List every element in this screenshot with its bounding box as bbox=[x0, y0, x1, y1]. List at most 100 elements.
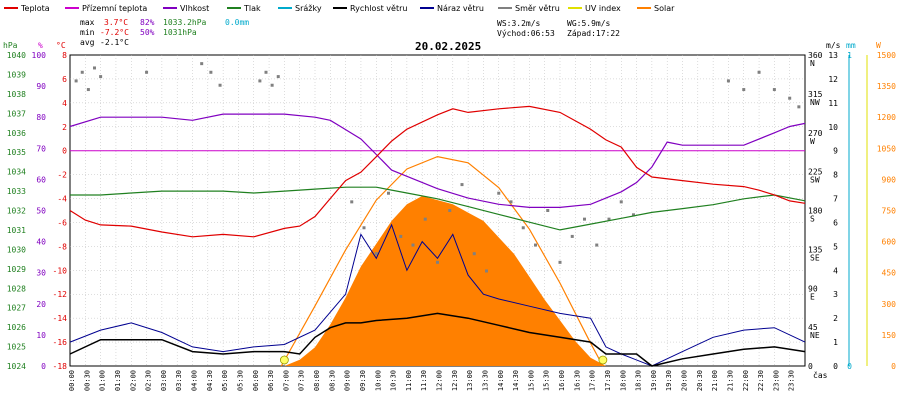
wind-direction-point bbox=[632, 213, 635, 217]
temp-tick-label: 6 bbox=[62, 75, 67, 84]
hpa-tick-label: 1038 bbox=[7, 90, 26, 99]
sunrise-stat: Východ:06:53 bbox=[497, 29, 555, 38]
x-tick-label: 18:00 bbox=[619, 370, 627, 391]
legend-label: Přízemní teplota bbox=[82, 4, 147, 13]
hum-tick-label: 50 bbox=[36, 207, 46, 216]
x-tick-label: 05:30 bbox=[236, 370, 244, 391]
x-tick-label: 07:00 bbox=[282, 370, 290, 391]
wind-direction-point bbox=[270, 83, 274, 87]
x-tick-label: 20:30 bbox=[696, 370, 704, 391]
wind-direction-point bbox=[399, 234, 403, 238]
x-tick-label: 15:00 bbox=[527, 370, 535, 391]
temp-tick-label: -14 bbox=[53, 314, 68, 323]
wind-direction-point bbox=[74, 79, 78, 83]
wind-direction-point bbox=[387, 191, 390, 195]
temp-tick-label: -18 bbox=[53, 362, 68, 371]
temp-tick-label: 2 bbox=[62, 123, 67, 132]
stats-min-press: 1031hPa bbox=[163, 28, 197, 37]
ms-tick-label: 12 bbox=[828, 75, 838, 84]
x-tick-label: 01:30 bbox=[114, 370, 122, 391]
temp-tick-label: -4 bbox=[57, 195, 67, 204]
wind-direction-point bbox=[742, 88, 746, 92]
wind-direction-point bbox=[497, 191, 501, 195]
wind-direction-point bbox=[485, 269, 488, 273]
stats-max-rain: 0.0mm bbox=[225, 18, 249, 27]
wind-direction-point bbox=[726, 79, 730, 83]
dir-tick-compass: SE bbox=[810, 253, 820, 262]
hpa-unit: hPa bbox=[3, 41, 18, 50]
wind-direction-point bbox=[276, 75, 280, 79]
hpa-tick-label: 1024 bbox=[7, 362, 26, 371]
hpa-tick-label: 1039 bbox=[7, 70, 26, 79]
hum-tick-label: 30 bbox=[36, 269, 46, 278]
x-tick-label: 00:00 bbox=[68, 370, 76, 391]
hum-tick-label: 0 bbox=[41, 362, 46, 371]
hpa-tick-label: 1035 bbox=[7, 148, 26, 157]
legend-label: UV index bbox=[585, 4, 621, 13]
ms-unit: m/s bbox=[826, 41, 841, 50]
hum-tick-label: 90 bbox=[36, 82, 46, 91]
dir-tick-label: 0 bbox=[808, 362, 813, 371]
temp-tick-label: 8 bbox=[62, 51, 67, 60]
stats-max-press: 1033.2hPa bbox=[163, 18, 207, 27]
temp-tick-label: -10 bbox=[53, 266, 68, 275]
dir-tick-label: 360 bbox=[808, 51, 823, 60]
ms-tick-label: 8 bbox=[833, 171, 838, 180]
x-tick-label: 23:00 bbox=[772, 370, 780, 391]
temperature-line bbox=[69, 105, 806, 238]
hum-tick-label: 20 bbox=[36, 300, 46, 309]
w-tick-label: 150 bbox=[882, 331, 897, 340]
wind-direction-point bbox=[99, 75, 103, 79]
w-tick-label: 1500 bbox=[877, 51, 896, 60]
wind-direction-point bbox=[546, 209, 550, 212]
x-tick-label: 16:30 bbox=[573, 370, 581, 391]
dir-tick-compass: W bbox=[810, 137, 815, 146]
x-tick-label: 09:00 bbox=[344, 370, 352, 391]
x-tick-label: 10:30 bbox=[390, 370, 398, 391]
x-tick-label: 01:00 bbox=[99, 370, 107, 391]
hpa-tick-label: 1036 bbox=[7, 129, 26, 138]
dir-tick-label: 135 bbox=[808, 245, 823, 254]
ms-tick-label: 11 bbox=[828, 99, 838, 108]
hpa-tick-label: 1033 bbox=[7, 187, 26, 196]
temp-tick-label: -8 bbox=[57, 242, 67, 251]
wind-direction-point bbox=[472, 252, 476, 256]
legend-label: Tlak bbox=[243, 4, 261, 13]
temp-tick-label: 0 bbox=[62, 147, 67, 156]
legend-label: Vlhkost bbox=[180, 4, 209, 13]
x-tick-label: 14:00 bbox=[497, 370, 505, 391]
mm-unit: mm bbox=[846, 41, 856, 50]
wind-direction-point bbox=[411, 243, 415, 247]
w-unit: W bbox=[876, 41, 881, 50]
grid bbox=[70, 55, 805, 366]
stats-max-label: max bbox=[80, 18, 95, 27]
temp-tick-label: -2 bbox=[57, 171, 67, 180]
legend-label: Srážky bbox=[295, 4, 322, 13]
wind-direction-point bbox=[374, 252, 378, 256]
x-tick-label: 11:00 bbox=[405, 370, 413, 391]
ms-tick-label: 6 bbox=[833, 218, 838, 227]
pressure-line bbox=[70, 186, 806, 231]
uv-index-point bbox=[279, 355, 289, 365]
hpa-tick-label: 1040 bbox=[7, 51, 26, 60]
ms-tick-label: 0 bbox=[833, 362, 838, 371]
temp-tick-label: -12 bbox=[53, 290, 68, 299]
hum-tick-label: 60 bbox=[36, 175, 46, 184]
ms-tick-label: 3 bbox=[833, 290, 838, 299]
x-tick-label: 23:30 bbox=[788, 370, 796, 391]
dir-tick-label: 90 bbox=[808, 284, 818, 293]
wind-direction-point bbox=[619, 200, 623, 204]
x-tick-label: 15:30 bbox=[543, 370, 551, 391]
wind-direction-point bbox=[534, 243, 537, 247]
x-tick-label: 05:00 bbox=[221, 370, 229, 391]
dir-tick-compass: E bbox=[810, 292, 815, 301]
uv-index-point bbox=[598, 355, 608, 365]
x-tick-label: 08:30 bbox=[328, 370, 336, 391]
stats-avg-label: avg bbox=[80, 38, 95, 47]
wind-direction-point bbox=[583, 217, 586, 221]
legend-label: Směr větru bbox=[515, 4, 560, 13]
wind-direction-point bbox=[362, 226, 366, 230]
legend-label: Rychlost větru bbox=[350, 4, 407, 13]
wind-gust-stat: WG:5.9m/s bbox=[567, 19, 611, 28]
